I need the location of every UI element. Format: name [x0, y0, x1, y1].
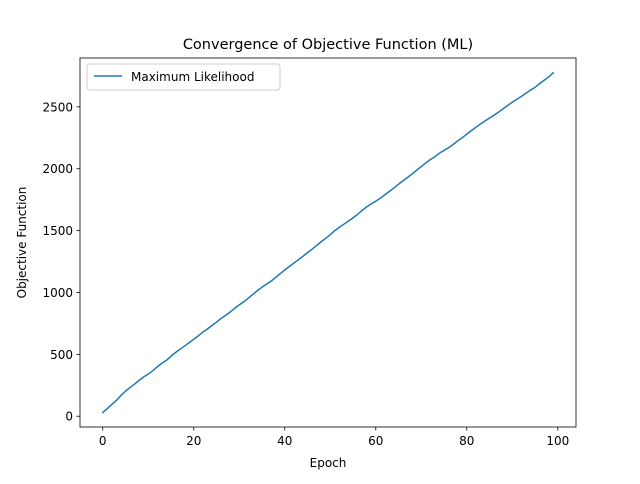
chart-title: Convergence of Objective Function (ML) — [183, 37, 473, 53]
legend: Maximum Likelihood — [86, 63, 281, 91]
y-axis: 0 500 1000 1500 2000 2500 — [42, 100, 80, 424]
plot-frame — [79, 57, 577, 428]
x-tick-label: 20 — [186, 434, 201, 448]
y-tick-label: 500 — [50, 348, 73, 362]
y-tick-label: 1500 — [42, 224, 73, 238]
x-axis: 0 20 40 60 80 100 — [99, 427, 569, 448]
x-tick-label: 60 — [368, 434, 383, 448]
legend-box — [86, 63, 281, 91]
series-layer — [101, 71, 555, 414]
x-tick-label: 40 — [277, 434, 292, 448]
y-tick-label: 0 — [65, 410, 73, 424]
legend-label: Maximum Likelihood — [131, 70, 254, 84]
series-line-0 — [101, 71, 555, 414]
plot-area — [79, 57, 577, 428]
y-tick-label: 2500 — [42, 100, 73, 114]
x-tick-label: 0 — [99, 434, 107, 448]
x-tick-label: 100 — [546, 434, 569, 448]
x-axis-label: Epoch — [310, 456, 347, 470]
y-axis-label: Objective Function — [15, 187, 29, 299]
x-tick-label: 80 — [459, 434, 474, 448]
y-tick-label: 1000 — [42, 286, 73, 300]
y-tick-label: 2000 — [42, 162, 73, 176]
